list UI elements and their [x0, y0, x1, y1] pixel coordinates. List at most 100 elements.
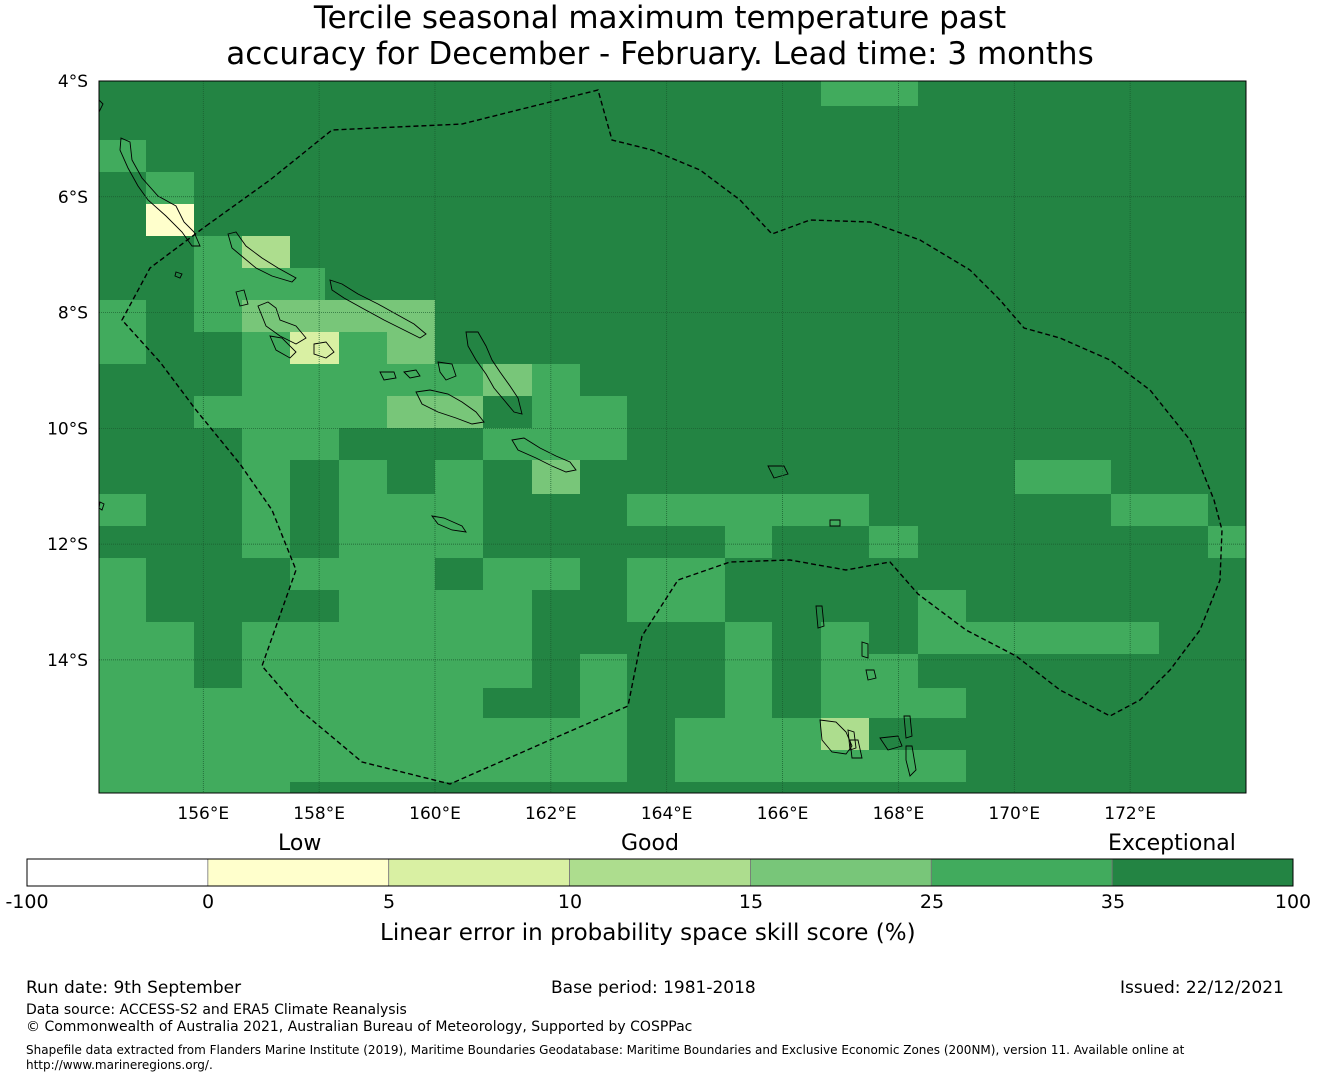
skill-cell [532, 718, 580, 782]
skill-cell [435, 460, 483, 494]
colorbar-segment [750, 858, 932, 887]
island-coastline [257, 301, 307, 345]
skill-cell [918, 688, 966, 718]
colorbar-segment [388, 858, 570, 887]
skill-cell [918, 622, 1159, 654]
quality-label-low: Low [278, 831, 322, 856]
cb-tick: 0 [201, 891, 215, 913]
shapefile-credit: Shapefile data extracted from Flanders M… [26, 1043, 1185, 1072]
title-line-1: Tercile seasonal maximum temperature pas… [313, 0, 1007, 36]
skill-cell [483, 718, 532, 782]
island-coastline [437, 361, 457, 381]
data-source: Data source: ACCESS-S2 and ERA5 Climate … [26, 1002, 407, 1018]
skill-cell [242, 236, 290, 268]
colorbar-segment [26, 858, 209, 887]
island-coastline [829, 519, 841, 527]
title-line-2: accuracy for December - February. Lead t… [226, 36, 1094, 72]
skill-cell [1111, 494, 1208, 526]
skill-cell [869, 750, 966, 782]
island-coastline [903, 715, 913, 739]
skill-cell [242, 332, 290, 396]
skill-cell [194, 688, 483, 782]
skill-cell [146, 622, 194, 782]
skill-cell [532, 396, 627, 428]
lon-label: 162°E [525, 804, 577, 824]
island-coastline [119, 137, 201, 247]
skill-cell [146, 172, 194, 204]
lon-label: 168°E [873, 804, 925, 824]
cb-tick: 35 [1100, 891, 1126, 913]
quality-label-good: Good [621, 831, 679, 856]
cb-tick: 25 [919, 891, 945, 913]
skill-cell [869, 526, 918, 558]
skill-cell [483, 364, 532, 396]
lon-label: 172°E [1104, 804, 1156, 824]
skill-cell [290, 558, 435, 590]
island-coastline [227, 231, 297, 283]
map-frame [98, 80, 1247, 794]
skill-cell [339, 590, 532, 622]
island-coastline [269, 335, 297, 359]
skill-cell [532, 460, 580, 494]
lon-label: 160°E [409, 804, 461, 824]
skill-cell [627, 558, 725, 622]
skill-cell [869, 654, 918, 718]
lat-label: 6°S [58, 188, 88, 208]
skill-cell [821, 81, 918, 106]
colorbar-frame [26, 858, 1294, 887]
skill-cell [580, 654, 627, 782]
island-coastline [403, 369, 421, 379]
island-coastline [815, 605, 825, 629]
island-coastline [313, 341, 335, 359]
island-coastline [879, 735, 903, 751]
island-coastline [767, 465, 789, 479]
skill-cell [483, 558, 580, 590]
skill-cell [918, 590, 966, 622]
skill-cell [99, 494, 146, 526]
quality-label-exceptional: Exceptional [1108, 831, 1236, 856]
skill-cell [387, 332, 435, 364]
island-coastline [865, 669, 877, 681]
issued-date: Issued: 22/12/2021 [1120, 978, 1284, 998]
skill-cell [194, 268, 325, 300]
island-coastline [511, 437, 577, 473]
copyright: © Commonwealth of Australia 2021, Austra… [26, 1019, 693, 1035]
island-coastline [861, 641, 869, 659]
skill-cell [675, 718, 821, 782]
skill-cell [725, 526, 772, 558]
skill-cell [194, 300, 242, 332]
island-coastline [415, 389, 485, 425]
skill-cell [290, 332, 339, 364]
skill-cell [242, 300, 435, 332]
island-coastline [430, 515, 467, 533]
skill-cell [1015, 460, 1111, 494]
skill-cell [483, 622, 532, 688]
island-coastline [379, 371, 397, 381]
map-title: Tercile seasonal maximum temperature pas… [0, 0, 1320, 72]
latitude-labels: 4°S 6°S 8°S 10°S 12°S 14°S [47, 72, 88, 671]
island-coastline [329, 279, 427, 339]
cb-tick: 15 [738, 891, 764, 913]
run-date: Run date: 9th September [26, 978, 242, 998]
skill-cell [194, 396, 387, 428]
eez-boundary [121, 89, 1223, 785]
island-coastline [819, 719, 853, 755]
longitude-labels: 156°E 158°E 160°E 162°E 164°E 166°E 168°E 170°E… [177, 804, 1156, 824]
cb-tick: 5 [382, 891, 396, 913]
island-coastline [847, 729, 857, 751]
skill-cell [99, 558, 146, 782]
lat-label: 14°S [47, 651, 88, 671]
island-coastline [849, 739, 863, 759]
skill-cell [1208, 526, 1246, 558]
skill-cell [242, 428, 339, 460]
island-coastline [174, 271, 183, 279]
colorbar-segment [930, 858, 1113, 887]
lon-label: 166°E [757, 804, 809, 824]
island-coastline [905, 745, 917, 777]
skill-cell [821, 718, 869, 750]
lat-label: 4°S [58, 72, 88, 92]
base-period: Base period: 1981-2018 [551, 978, 756, 998]
skill-cell [339, 460, 387, 558]
colorbar-segment [1111, 858, 1294, 887]
